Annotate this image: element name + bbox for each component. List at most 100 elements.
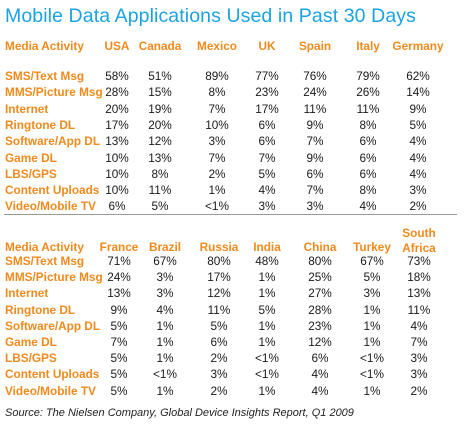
- table-cell: 3%: [258, 199, 276, 214]
- table-cell: 8%: [359, 117, 377, 132]
- row-label: Video/Mobile TV: [5, 383, 96, 398]
- table-cell: 5%: [210, 318, 228, 333]
- table-cell: 19%: [148, 101, 172, 116]
- table-cell: 73%: [407, 254, 431, 268]
- table-cell: <1%: [153, 367, 177, 382]
- column-header: USA: [104, 39, 130, 53]
- table-cell: 17%: [207, 270, 231, 285]
- table-cell: <1%: [255, 367, 279, 382]
- column-header: France: [99, 240, 139, 254]
- table-cell: 3%: [410, 367, 428, 382]
- table-cell: 3%: [306, 199, 324, 214]
- row-label: MMS/Picture Msg: [5, 270, 103, 285]
- table-cell: 89%: [205, 69, 229, 83]
- table-cell: 18%: [407, 270, 431, 285]
- table-cell: 24%: [303, 85, 327, 100]
- table-cell: 3%: [363, 286, 381, 301]
- table-cell: 9%: [409, 101, 427, 116]
- column-header: Brazil: [148, 240, 182, 254]
- table-cell: 4%: [311, 367, 329, 382]
- table-cell: 8%: [208, 85, 226, 100]
- table-cell: 26%: [356, 85, 380, 100]
- column-header: China: [303, 240, 337, 254]
- table-cell: 1%: [363, 335, 381, 349]
- table-cell: 11%: [303, 101, 327, 116]
- table-cell: 5%: [363, 270, 381, 285]
- table-cell: 12%: [148, 134, 172, 149]
- table-cell: 1%: [258, 318, 276, 333]
- table-cell: 20%: [105, 101, 129, 116]
- table-cell: 7%: [258, 150, 276, 165]
- table-cell: 51%: [148, 69, 172, 83]
- table-cell: 3%: [208, 134, 226, 149]
- table-cell: 1%: [156, 318, 174, 333]
- row-label: Video/Mobile TV: [5, 199, 96, 214]
- table-cell: 13%: [407, 286, 431, 301]
- table-cell: 1%: [156, 351, 174, 366]
- table-cell: 1%: [363, 318, 381, 333]
- row-label: MMS/Picture Msg: [5, 85, 103, 100]
- table-cell: 3%: [156, 286, 174, 301]
- table-cell: 3%: [410, 351, 428, 366]
- table-cell: 8%: [359, 183, 377, 198]
- row-label: Ringtone DL: [5, 117, 76, 132]
- table-cell: 13%: [105, 134, 129, 149]
- table-cell: <1%: [205, 199, 229, 214]
- table-cell: 14%: [406, 85, 430, 100]
- table-cell: <1%: [360, 351, 384, 366]
- row-label: Internet: [5, 286, 49, 301]
- table-cell: 8%: [151, 166, 169, 181]
- table-cell: 5%: [409, 117, 427, 132]
- table-cell: 1%: [258, 335, 276, 349]
- table-cell: 5%: [151, 199, 169, 214]
- table-cell: 20%: [148, 117, 172, 132]
- table-cell: 11%: [148, 183, 172, 198]
- table-cell: 7%: [208, 101, 226, 116]
- table-cell: 27%: [308, 286, 332, 301]
- table-cell: 1%: [258, 383, 276, 398]
- table-cell: 17%: [255, 101, 279, 116]
- row-label: Game DL: [5, 150, 57, 165]
- table-cell: 6%: [359, 166, 377, 181]
- column-header: South Africa: [402, 226, 436, 255]
- table-cell: 67%: [153, 254, 177, 268]
- row-label: Content Uploads: [5, 367, 100, 382]
- table-cell: 6%: [258, 117, 276, 132]
- table-cell: 5%: [110, 351, 128, 366]
- table-cell: 1%: [258, 286, 276, 301]
- table-cell: 79%: [356, 69, 380, 83]
- table-cell: 1%: [363, 302, 381, 317]
- table-cell: 6%: [359, 150, 377, 165]
- table-cell: 7%: [208, 150, 226, 165]
- table-cell: 11%: [207, 302, 231, 317]
- table-divider: [4, 214, 457, 215]
- source-note: Source: The Nielsen Company, Global Devi…: [5, 407, 354, 419]
- table-cell: 4%: [410, 318, 428, 333]
- row-label: Ringtone DL: [5, 302, 76, 317]
- table-cell: 1%: [258, 270, 276, 285]
- column-header: UK: [258, 39, 276, 53]
- table-cell: 5%: [258, 302, 276, 317]
- table-cell: 24%: [107, 270, 131, 285]
- table-cell: 2%: [409, 199, 427, 214]
- table-cell: 9%: [306, 117, 324, 132]
- table-cell: 12%: [207, 286, 231, 301]
- table-cell: 62%: [406, 69, 430, 83]
- table-cell: 6%: [108, 199, 126, 214]
- table-cell: 1%: [156, 383, 174, 398]
- table-cell: 2%: [210, 383, 228, 398]
- table-cell: 12%: [308, 335, 332, 349]
- table-cell: 77%: [255, 69, 279, 83]
- table-cell: 80%: [308, 254, 332, 268]
- column-header: Turkey: [353, 240, 391, 254]
- row-label: SMS/Text Msg: [5, 69, 85, 83]
- table-cell: 58%: [105, 69, 129, 83]
- table-cell: 7%: [410, 335, 428, 349]
- table-cell: 6%: [258, 134, 276, 149]
- column-header: Canada: [138, 39, 182, 53]
- table-cell: 1%: [156, 335, 174, 349]
- corner-header: Media Activity: [5, 39, 84, 53]
- table-cell: 4%: [359, 199, 377, 214]
- table-cell: 28%: [105, 85, 129, 100]
